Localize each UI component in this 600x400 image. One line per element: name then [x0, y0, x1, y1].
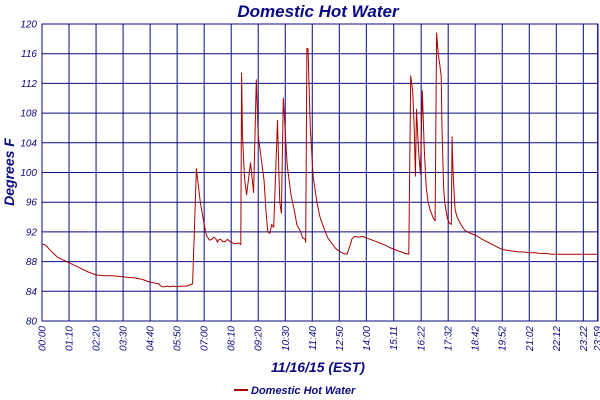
- x-tick-label: 17:32: [444, 326, 455, 351]
- y-tick-label: 112: [21, 79, 37, 90]
- x-tick-label: 21:02: [525, 326, 536, 352]
- grid-lines: [41, 23, 599, 322]
- legend-label: Domestic Hot Water: [251, 385, 356, 397]
- x-axis-ticks: 00:00 01:10 02:20 03:30 04:40 05:50 07:00 08:10…: [38, 326, 600, 352]
- y-axis-ticks: 80 84 88 92 96 100 104 108 112 116 120: [20, 20, 37, 328]
- x-tick-label: 23:22: [579, 326, 590, 352]
- y-tick-label: 96: [26, 198, 38, 209]
- y-tick-label: 80: [26, 317, 38, 328]
- x-tick-label: 15:11: [389, 326, 400, 350]
- plot-frame: [41, 23, 599, 322]
- x-tick-label: 16:22: [417, 326, 428, 351]
- x-tick-label: 22:12: [552, 326, 563, 352]
- x-tick-label: 18:42: [471, 326, 482, 351]
- x-tick-label: 03:30: [119, 326, 130, 351]
- chart-title: Domestic Hot Water: [237, 2, 400, 21]
- x-tick-label: 09:20: [254, 326, 265, 351]
- y-tick-label: 88: [26, 257, 38, 268]
- x-tick-label: 12:50: [335, 326, 346, 351]
- legend: Domestic Hot Water: [234, 385, 356, 397]
- x-tick-label: 04:40: [146, 326, 157, 351]
- x-tick-label: 01:10: [65, 326, 76, 351]
- y-tick-label: 92: [26, 227, 38, 238]
- series-group: [41, 32, 598, 288]
- x-tick-label: 05:50: [173, 326, 184, 351]
- x-tick-label: 02:20: [92, 326, 103, 351]
- x-tick-label: 07:00: [200, 326, 211, 351]
- y-tick-label: 108: [20, 109, 37, 120]
- x-tick-label: 14:00: [362, 326, 373, 351]
- x-tick-label: 23:59: [593, 326, 600, 352]
- y-tick-label: 104: [20, 138, 37, 149]
- y-axis-label: Degrees F: [1, 138, 17, 206]
- x-axis-label: 11/16/15 (EST): [271, 359, 365, 375]
- y-tick-label: 120: [20, 20, 37, 31]
- y-tick-label: 84: [26, 287, 38, 298]
- x-tick-label: 11:40: [308, 326, 319, 351]
- x-tick-label: 00:00: [38, 326, 49, 351]
- x-tick-label: 10:30: [281, 326, 292, 351]
- y-tick-label: 100: [20, 168, 37, 179]
- x-tick-label: 08:10: [227, 326, 238, 351]
- series-line-0: [41, 32, 598, 288]
- x-tick-label: 19:52: [498, 326, 509, 351]
- y-tick-label: 116: [21, 49, 37, 60]
